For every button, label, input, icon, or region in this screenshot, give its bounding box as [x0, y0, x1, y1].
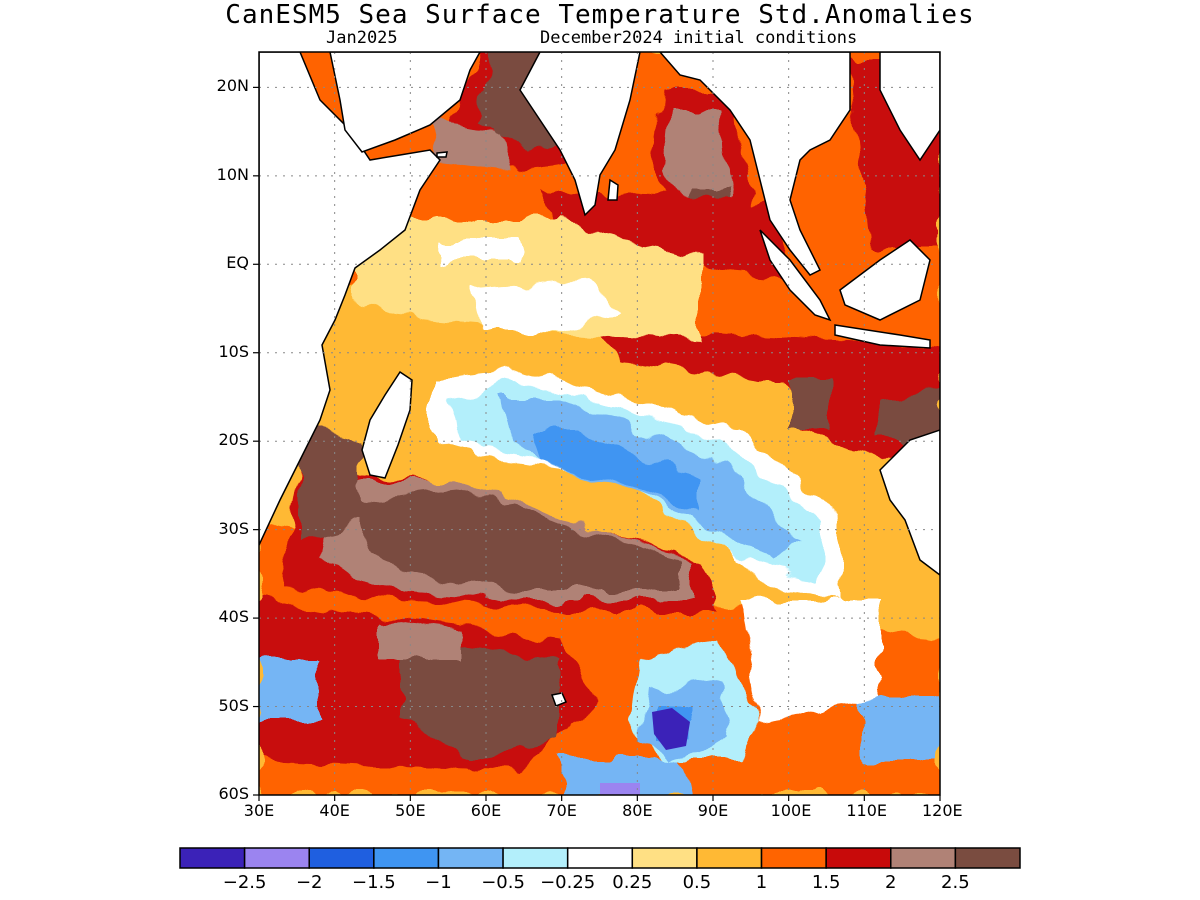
- x-tick-label: 30E: [243, 801, 275, 820]
- sri-lanka-land: [607, 178, 619, 201]
- colorbar-label: −1.5: [351, 872, 396, 893]
- colorbar-label: −1: [425, 872, 452, 893]
- colorbar-label: 1.5: [811, 872, 841, 893]
- subtitle-date: Jan2025: [326, 28, 398, 48]
- colorbar-swatch: [373, 847, 440, 869]
- y-tick-label: 20S: [218, 430, 249, 450]
- colorbar-swatch: [243, 847, 310, 869]
- colorbar-swatch: [631, 847, 698, 869]
- y-tick-label: 20N: [216, 76, 249, 96]
- colorbar-label: −2: [295, 872, 323, 893]
- colorbar-swatch: [566, 847, 634, 869]
- x-tick-label: 90E: [697, 801, 729, 820]
- colorbar-label: 2.5: [941, 872, 970, 893]
- colorbar-swatch: [502, 847, 569, 869]
- land-masses: [259, 52, 940, 707]
- y-tick-label: 60S: [218, 784, 249, 803]
- colorbar-swatch: [890, 847, 957, 869]
- sumatra-land: [759, 229, 832, 322]
- y-tick-label: 10S: [218, 341, 249, 361]
- colorbar-swatch: [696, 847, 763, 869]
- x-tick-label: 100E: [770, 801, 812, 820]
- colorbar: [179, 847, 1021, 869]
- x-tick-label: 50E: [395, 801, 426, 820]
- southeast-asia-land: [659, 52, 851, 276]
- colorbar-swatch: [954, 847, 1021, 869]
- map-frame: [258, 51, 941, 796]
- borneo-land: [839, 239, 931, 321]
- x-tick-label: 60E: [470, 801, 502, 820]
- x-tick-label: 120E: [922, 801, 963, 820]
- y-tick-label: EQ: [226, 253, 249, 273]
- colorbar-label: −0.5: [481, 872, 525, 893]
- map-title: CanESM5 Sea Surface Temperature Std.Anom…: [225, 0, 975, 30]
- x-tick-label: 70E: [546, 801, 577, 820]
- colorbar-label: 1: [755, 872, 768, 893]
- madagascar-land: [361, 370, 413, 479]
- colorbar-swatch: [825, 847, 892, 869]
- socotra-land: [436, 151, 448, 158]
- colorbar-swatch: [308, 847, 375, 869]
- x-tick-label: 40E: [319, 801, 350, 820]
- subtitle-initial-conditions: December2024 initial conditions: [540, 28, 858, 48]
- australia-land: [879, 429, 940, 576]
- kerguelen-land: [550, 692, 568, 707]
- y-tick-label: 40S: [218, 607, 249, 627]
- arabia-land: [329, 52, 481, 153]
- colorbar-label: 0.5: [682, 872, 712, 893]
- axis-ticks: [253, 86, 941, 801]
- cold-anomaly-patch: [652, 708, 690, 750]
- colorbar-label: −2.5: [222, 872, 267, 893]
- colorbar-label: 2: [885, 872, 897, 893]
- anomaly-field: [259, 52, 940, 795]
- india-land: [519, 52, 641, 217]
- java-land: [834, 324, 931, 349]
- grid-lines: [259, 52, 940, 795]
- colorbar-swatch: [760, 847, 827, 869]
- y-tick-label: 10N: [216, 164, 249, 184]
- colorbar-swatch: [179, 847, 246, 869]
- x-tick-label: 80E: [622, 801, 653, 820]
- y-tick-label: 30S: [218, 518, 249, 538]
- colorbar-label: −0.25: [540, 872, 596, 893]
- y-tick-label: 50S: [218, 695, 249, 715]
- philippines-land: [879, 52, 940, 162]
- x-tick-label: 110E: [846, 801, 887, 820]
- colorbar-label: 0.25: [612, 872, 653, 893]
- colorbar-swatch: [437, 847, 504, 869]
